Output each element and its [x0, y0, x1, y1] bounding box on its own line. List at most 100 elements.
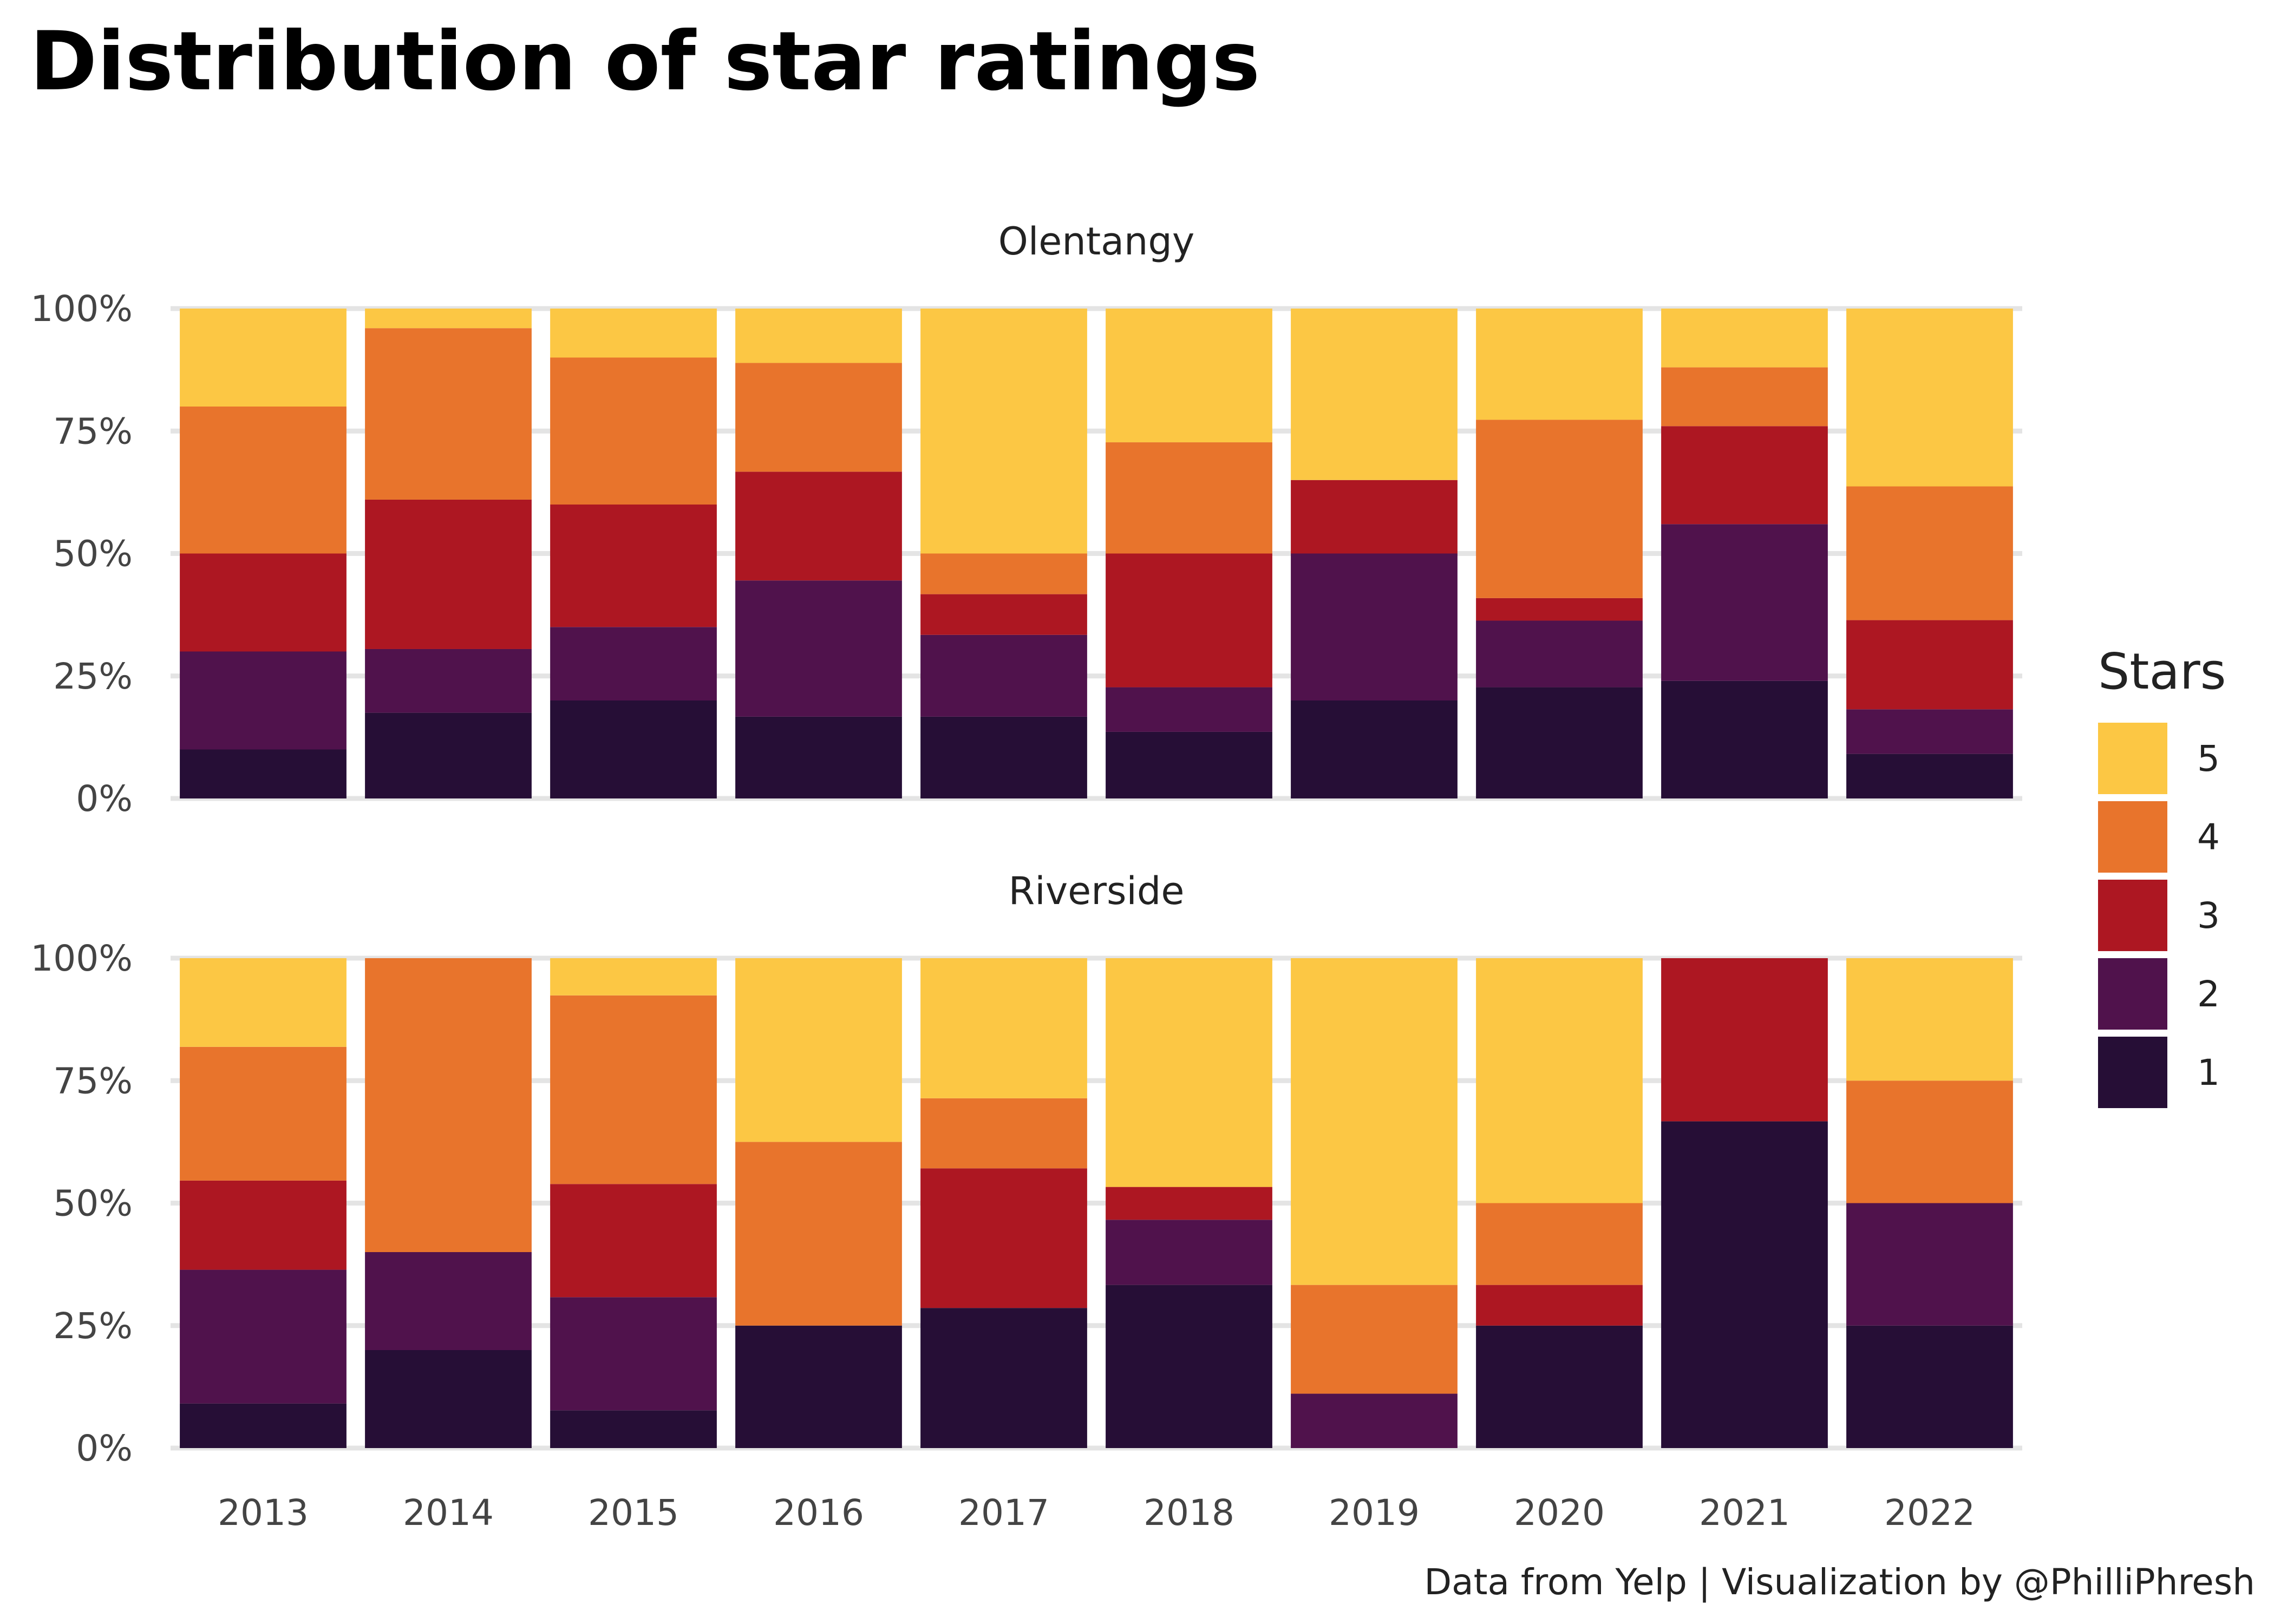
legend-label: 1	[2197, 1052, 2220, 1093]
bar-segment-2015-star-4	[550, 357, 717, 505]
y-tick-label: 100%	[30, 288, 133, 330]
bar-segment-2018-star-3	[1106, 553, 1272, 687]
bar-segment-2021-star-5	[1661, 309, 1828, 368]
bar-segment-2013-star-5	[180, 309, 347, 407]
bar-segment-2019-star-4	[1291, 1285, 1458, 1394]
x-tick-label: 2022	[1884, 1492, 1975, 1534]
bar-segment-2022-star-1	[1846, 1325, 2013, 1448]
bar-segment-2015-star-1	[550, 1410, 717, 1448]
bar-segment-2017-star-2	[920, 634, 1087, 717]
bar-segment-2016-star-4	[735, 363, 902, 472]
bar-segment-2019-star-5	[1291, 958, 1458, 1285]
bar-segment-2020-star-1	[1476, 687, 1643, 798]
y-tick-label: 0%	[76, 1427, 133, 1469]
bar-segment-2017-star-5	[920, 958, 1087, 1098]
bar-segment-2018-star-2	[1106, 1220, 1272, 1285]
legend-key-2	[2098, 958, 2167, 1030]
x-tick-label: 2020	[1514, 1492, 1605, 1534]
bar-segment-2017-star-1	[920, 1308, 1087, 1448]
bar-segment-2015-star-5	[550, 958, 717, 996]
x-axis: 2013 2014 2015 2016 2017 2018 2019 2020 2021 2022	[218, 1492, 1975, 1534]
bar-segment-2021-star-3	[1661, 958, 1828, 1122]
bar-segment-2015-star-1	[550, 700, 717, 798]
bar-segment-2022-star-5	[1846, 958, 2013, 1081]
bar-segment-2013-star-1	[180, 749, 347, 798]
bar-segment-2016-star-1	[735, 1325, 902, 1448]
bar-segment-2017-star-3	[920, 594, 1087, 635]
bar-segment-2020-star-3	[1476, 1285, 1643, 1326]
bar-segment-2021-star-1	[1661, 1121, 1828, 1448]
bar-segment-2017-star-4	[920, 553, 1087, 594]
bars	[180, 958, 2013, 1448]
bar-segment-2018-star-1	[1106, 731, 1272, 798]
legend-key-5	[2098, 723, 2167, 794]
panel-olentangy: Olentangy 0% 25% 50% 75% 100%	[30, 219, 2022, 820]
bar-segment-2022-star-4	[1846, 486, 2013, 620]
bar-segment-2013-star-4	[180, 1046, 347, 1181]
legend-key-4	[2098, 801, 2167, 873]
bar-segment-2016-star-1	[735, 716, 902, 798]
bar-segment-2016-star-5	[735, 958, 902, 1142]
bar-segment-2016-star-2	[735, 580, 902, 717]
chart-caption: Data from Yelp | Visualization by @Phill…	[1424, 1561, 2255, 1603]
x-tick-label: 2017	[958, 1492, 1049, 1534]
bar-segment-2021-star-3	[1661, 426, 1828, 525]
bar-segment-2022-star-1	[1846, 754, 2013, 798]
bar-segment-2013-star-2	[180, 1269, 347, 1404]
bar-segment-2018-star-1	[1106, 1285, 1272, 1448]
bar-segment-2015-star-4	[550, 995, 717, 1184]
x-tick-label: 2019	[1329, 1492, 1420, 1534]
bar-segment-2021-star-1	[1661, 680, 1828, 798]
bar-segment-2019-star-2	[1291, 553, 1458, 700]
facet-label: Riverside	[1009, 869, 1185, 913]
y-tick-label: 75%	[53, 1060, 133, 1102]
bar-segment-2018-star-2	[1106, 687, 1272, 732]
y-tick-label: 25%	[53, 1305, 133, 1347]
bar-segment-2022-star-2	[1846, 1203, 2013, 1326]
bar-segment-2018-star-4	[1106, 442, 1272, 554]
bar-segment-2019-star-5	[1291, 309, 1458, 480]
bar-segment-2016-star-5	[735, 309, 902, 363]
bar-segment-2014-star-1	[365, 712, 532, 798]
bar-segment-2015-star-2	[550, 1297, 717, 1411]
bar-segment-2021-star-4	[1661, 367, 1828, 427]
bar-segment-2022-star-2	[1846, 709, 2013, 754]
bar-segment-2013-star-1	[180, 1403, 347, 1448]
bar-segment-2014-star-4	[365, 958, 532, 1252]
legend-key-1	[2098, 1037, 2167, 1108]
legend-label: 5	[2197, 738, 2220, 780]
bar-segment-2022-star-4	[1846, 1081, 2013, 1203]
bar-segment-2013-star-3	[180, 553, 347, 652]
bar-segment-2018-star-3	[1106, 1187, 1272, 1220]
bar-segment-2022-star-5	[1846, 309, 2013, 487]
bar-segment-2020-star-5	[1476, 958, 1643, 1203]
bar-segment-2020-star-1	[1476, 1325, 1643, 1448]
bar-segment-2020-star-4	[1476, 1203, 1643, 1285]
bar-segment-2017-star-4	[920, 1098, 1087, 1169]
bar-segment-2014-star-1	[365, 1350, 532, 1448]
legend-title: Stars	[2098, 643, 2226, 700]
x-tick-label: 2014	[403, 1492, 494, 1534]
bar-segment-2017-star-5	[920, 309, 1087, 554]
bar-segment-2020-star-2	[1476, 620, 1643, 687]
bar-segment-2017-star-1	[920, 716, 1087, 798]
bar-segment-2020-star-4	[1476, 420, 1643, 598]
bar-segment-2013-star-4	[180, 407, 347, 554]
bar-segment-2014-star-5	[365, 309, 532, 329]
y-tick-label: 25%	[53, 656, 133, 697]
bar-segment-2022-star-3	[1846, 620, 2013, 710]
bar-segment-2015-star-3	[550, 1184, 717, 1298]
bar-segment-2015-star-5	[550, 309, 717, 358]
bar-segment-2013-star-3	[180, 1180, 347, 1270]
bar-segment-2019-star-3	[1291, 480, 1458, 554]
bar-segment-2015-star-3	[550, 505, 717, 627]
bar-segment-2013-star-5	[180, 958, 347, 1047]
bar-segment-2020-star-5	[1476, 309, 1643, 420]
x-tick-label: 2016	[773, 1492, 864, 1534]
legend: Stars 5 4 3 2 1	[2098, 643, 2226, 1108]
facet-label: Olentangy	[998, 219, 1195, 264]
y-tick-label: 50%	[53, 1183, 133, 1224]
bar-segment-2021-star-2	[1661, 524, 1828, 681]
legend-label: 4	[2197, 816, 2220, 858]
